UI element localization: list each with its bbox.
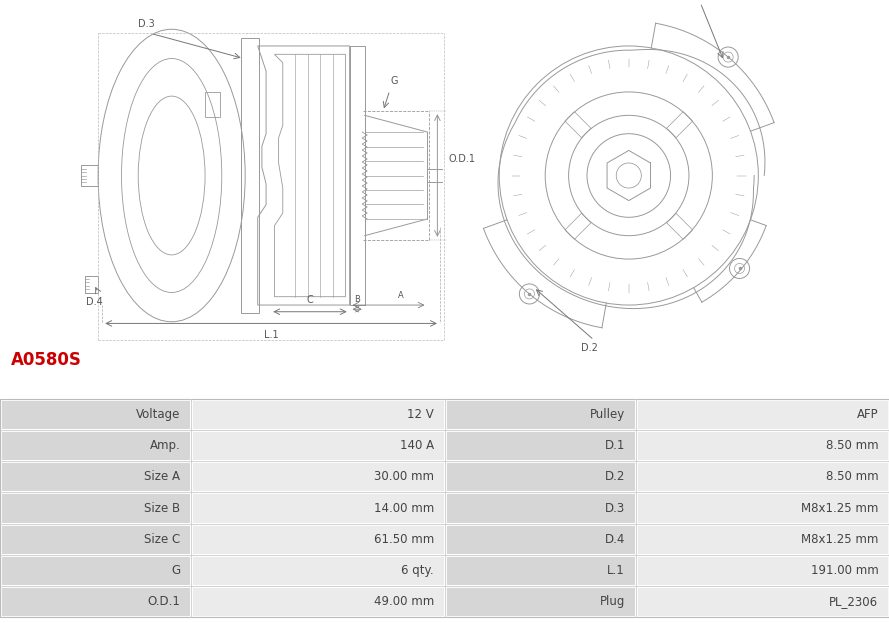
Text: 49.00 mm: 49.00 mm xyxy=(373,595,434,608)
FancyBboxPatch shape xyxy=(191,461,444,492)
Text: Plug: Plug xyxy=(599,595,625,608)
Bar xyxy=(205,92,220,117)
Bar xyxy=(82,166,98,186)
Text: D.3: D.3 xyxy=(605,502,625,515)
Text: Size B: Size B xyxy=(144,502,180,515)
Text: O.D.1: O.D.1 xyxy=(148,595,180,608)
Text: 14.00 mm: 14.00 mm xyxy=(373,502,434,515)
FancyBboxPatch shape xyxy=(0,461,191,492)
Text: 61.50 mm: 61.50 mm xyxy=(373,533,434,546)
Text: 8.50 mm: 8.50 mm xyxy=(826,470,878,483)
Text: L.1: L.1 xyxy=(264,330,278,340)
FancyBboxPatch shape xyxy=(636,430,889,461)
Text: Amp.: Amp. xyxy=(149,439,180,452)
FancyBboxPatch shape xyxy=(636,524,889,555)
FancyBboxPatch shape xyxy=(0,492,191,524)
FancyBboxPatch shape xyxy=(444,586,636,617)
FancyBboxPatch shape xyxy=(444,555,636,586)
Bar xyxy=(84,276,98,293)
Text: 8.50 mm: 8.50 mm xyxy=(826,439,878,452)
Text: Pulley: Pulley xyxy=(589,408,625,421)
FancyBboxPatch shape xyxy=(636,555,889,586)
FancyBboxPatch shape xyxy=(444,399,636,430)
FancyBboxPatch shape xyxy=(0,586,191,617)
FancyBboxPatch shape xyxy=(191,430,444,461)
Text: 140 A: 140 A xyxy=(400,439,434,452)
Text: Voltage: Voltage xyxy=(136,408,180,421)
Text: D.4: D.4 xyxy=(605,533,625,546)
Text: D.2: D.2 xyxy=(605,470,625,483)
Text: M8x1.25 mm: M8x1.25 mm xyxy=(801,502,878,515)
Text: A: A xyxy=(398,291,404,300)
FancyBboxPatch shape xyxy=(444,461,636,492)
FancyBboxPatch shape xyxy=(191,492,444,524)
Text: 6 qty.: 6 qty. xyxy=(401,564,434,577)
Text: Size A: Size A xyxy=(145,470,180,483)
Text: L.1: L.1 xyxy=(607,564,625,577)
Text: O.D.1: O.D.1 xyxy=(448,154,476,164)
Text: D.1: D.1 xyxy=(605,439,625,452)
Text: C: C xyxy=(307,295,313,305)
Text: Size C: Size C xyxy=(144,533,180,546)
FancyBboxPatch shape xyxy=(191,555,444,586)
Text: 191.00 mm: 191.00 mm xyxy=(811,564,878,577)
FancyBboxPatch shape xyxy=(0,555,191,586)
FancyBboxPatch shape xyxy=(444,430,636,461)
Text: 30.00 mm: 30.00 mm xyxy=(374,470,434,483)
Text: D.3: D.3 xyxy=(138,19,155,29)
FancyBboxPatch shape xyxy=(191,586,444,617)
Text: PL_2306: PL_2306 xyxy=(829,595,878,608)
Text: D.4: D.4 xyxy=(85,297,102,307)
FancyBboxPatch shape xyxy=(636,492,889,524)
Text: B: B xyxy=(354,295,360,304)
FancyBboxPatch shape xyxy=(0,399,191,430)
Text: D.2: D.2 xyxy=(581,343,598,353)
Bar xyxy=(241,37,260,313)
FancyBboxPatch shape xyxy=(636,586,889,617)
Bar xyxy=(349,46,364,305)
FancyBboxPatch shape xyxy=(191,524,444,555)
Text: M8x1.25 mm: M8x1.25 mm xyxy=(801,533,878,546)
FancyBboxPatch shape xyxy=(191,399,444,430)
FancyBboxPatch shape xyxy=(636,399,889,430)
FancyBboxPatch shape xyxy=(444,492,636,524)
Text: G: G xyxy=(390,76,397,86)
Text: A0580S: A0580S xyxy=(11,351,82,369)
FancyBboxPatch shape xyxy=(636,461,889,492)
Text: 12 V: 12 V xyxy=(407,408,434,421)
Text: AFP: AFP xyxy=(857,408,878,421)
FancyBboxPatch shape xyxy=(444,524,636,555)
FancyBboxPatch shape xyxy=(0,430,191,461)
FancyBboxPatch shape xyxy=(0,524,191,555)
Text: G: G xyxy=(172,564,180,577)
